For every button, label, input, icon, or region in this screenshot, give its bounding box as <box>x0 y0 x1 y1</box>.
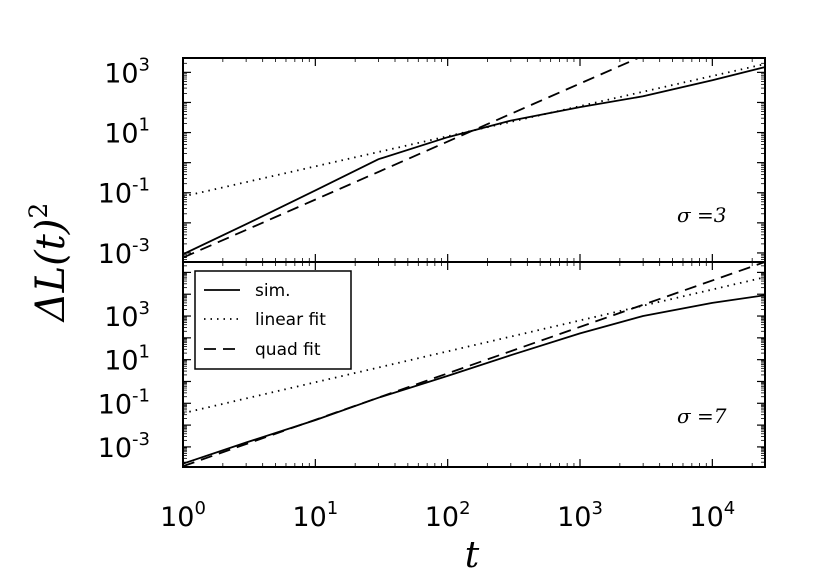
top-series-sim <box>183 66 765 256</box>
legend-sim-label: sim. <box>255 281 291 301</box>
svg-text:ΔL(t)2: ΔL(t)2 <box>24 203 74 324</box>
x-axis-title: t <box>465 535 480 576</box>
plot-layer <box>183 58 765 467</box>
legend: sim. linear fit quad fit <box>194 270 352 370</box>
xtick-label: 103 <box>557 498 603 533</box>
top-ytick-label: 10-3 <box>98 235 150 270</box>
bottom-ytick-label: 103 <box>104 298 150 333</box>
y-axis-title: ΔL(t)2 <box>24 203 74 324</box>
xtick-label: 101 <box>292 498 338 533</box>
bottom-ytick-label: 10-1 <box>98 385 150 420</box>
top-ytick-label: 101 <box>104 115 150 150</box>
bottom-panel-annotation: σ =7 <box>677 404 727 428</box>
xtick-label: 102 <box>425 498 471 533</box>
xtick-label: 100 <box>160 498 206 533</box>
legend-quad-fit-label: quad fit <box>255 340 321 360</box>
legend-linear-fit-label: linear fit <box>255 310 326 330</box>
y-axis-title-exponent: 2 <box>24 203 53 219</box>
bottom-series-quad-fit <box>183 262 765 467</box>
y-axis-title-main: ΔL(t) <box>28 219 74 324</box>
bottom-ytick-label: 10-3 <box>98 429 150 464</box>
top-series-quad-fit <box>183 58 641 259</box>
top-panel-annotation: σ =3 <box>677 203 727 227</box>
legend-box <box>194 270 352 370</box>
tick-layer: 10-3 10-1 101 103 10-3 10-1 101 103 100 101 102 103… <box>98 54 765 533</box>
top-ytick-label: 10-1 <box>98 175 150 210</box>
xtick-label: 104 <box>689 498 735 533</box>
top-ytick-label: 103 <box>104 54 150 89</box>
bottom-ytick-label: 101 <box>104 342 150 377</box>
